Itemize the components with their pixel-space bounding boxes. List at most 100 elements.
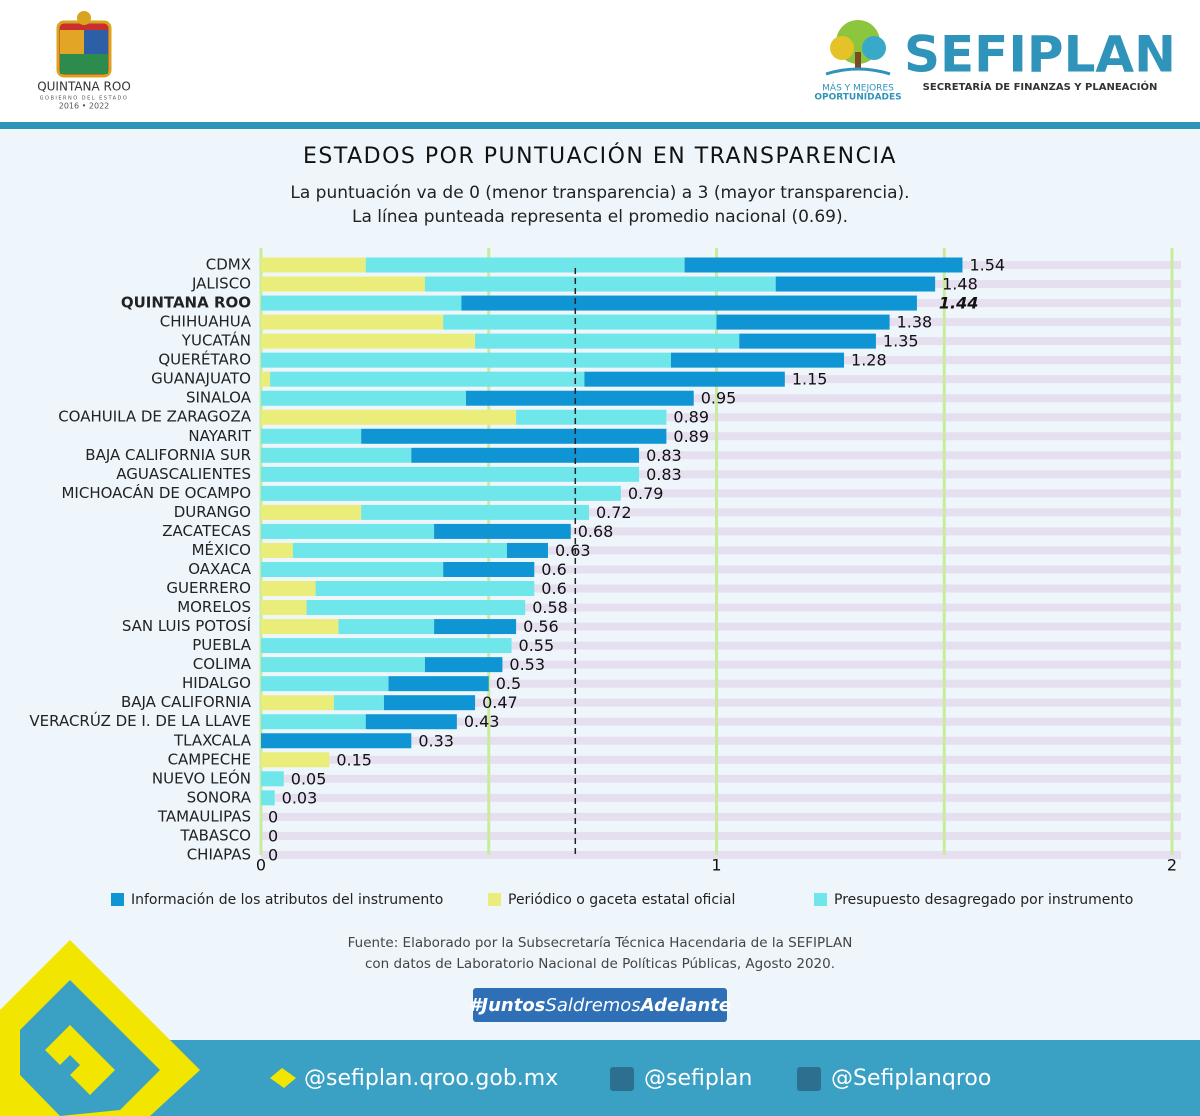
legend-swatch xyxy=(488,893,501,906)
category-label: TAMAULIPAS xyxy=(157,807,251,825)
category-label: TABASCO xyxy=(179,826,251,844)
bar-segment xyxy=(261,695,334,711)
bar-segment xyxy=(443,314,717,330)
x-tick-label: 1 xyxy=(711,856,721,875)
bar-segment xyxy=(292,542,507,558)
total-label: 0.68 xyxy=(578,522,614,541)
bar-segment xyxy=(306,600,526,616)
category-label: JALISCO xyxy=(191,275,251,293)
row-band xyxy=(261,717,1181,726)
total-label: 1.44 xyxy=(939,294,978,313)
hashtag: #JuntosSaldremosAdelante xyxy=(469,995,731,1016)
total-label: 0.05 xyxy=(291,769,327,788)
category-label: HIDALGO xyxy=(182,674,251,692)
bar-segment xyxy=(261,561,444,577)
bar-segment xyxy=(261,714,366,730)
category-label: CHIHUAHUA xyxy=(160,313,252,331)
total-label: 1.28 xyxy=(851,351,887,370)
bar-segment xyxy=(338,619,435,635)
bar-segment xyxy=(333,695,384,711)
bar-segment xyxy=(261,333,476,349)
row-band xyxy=(261,641,1181,650)
legend-swatch xyxy=(814,893,827,906)
state-gov: GOBIERNO DEL ESTADO xyxy=(40,96,129,102)
row-band xyxy=(261,622,1181,631)
category-label: MICHOACÁN DE OCAMPO xyxy=(61,483,251,502)
row-band xyxy=(261,470,1181,479)
category-label: SINALOA xyxy=(186,389,252,407)
bar-segment xyxy=(424,657,503,673)
bar-segment xyxy=(261,657,425,673)
category-label: SAN LUIS POTOSÍ xyxy=(122,616,251,635)
legend-swatch xyxy=(111,893,124,906)
slogan-bottom: OPORTUNIDADES xyxy=(814,93,901,103)
bar-segment xyxy=(261,542,293,558)
bar-segment xyxy=(261,447,412,463)
web[interactable]: @sefiplan.qroo.gob.mx xyxy=(304,1066,558,1091)
bar-segment xyxy=(261,428,362,444)
hashtag-part: #Juntos xyxy=(469,995,546,1016)
category-label: DURANGO xyxy=(174,503,251,521)
row-band xyxy=(261,413,1181,422)
row-band xyxy=(261,546,1181,555)
bar-segment xyxy=(261,581,316,597)
brand: SEFIPLAN xyxy=(904,26,1176,84)
row-band xyxy=(261,850,1181,859)
facebook[interactable]: @sefiplan xyxy=(644,1066,752,1091)
bar-segment xyxy=(434,523,571,539)
footer-band xyxy=(0,1040,1200,1116)
bar-segment xyxy=(739,333,876,349)
bar-segment xyxy=(365,257,685,273)
category-label: VERACRÚZ DE I. DE LA LLAVE xyxy=(29,711,251,730)
hashtag-box xyxy=(473,988,727,1022)
total-label: 0.83 xyxy=(646,446,682,465)
bar-segment xyxy=(516,409,667,425)
bar-segment xyxy=(270,371,585,387)
source: con datos de Laboratorio Nacional de Pol… xyxy=(365,956,835,972)
total-label: 0.33 xyxy=(418,731,454,750)
bar-segment xyxy=(584,371,785,387)
total-label: 0.83 xyxy=(646,465,682,484)
slogan-top: MÁS Y MEJORES xyxy=(822,82,894,94)
bar-segment xyxy=(434,619,517,635)
category-label: YUCATÁN xyxy=(181,331,251,350)
tree-logo xyxy=(825,20,891,76)
total-label: 0.63 xyxy=(555,541,591,560)
hashtag-part: Saldremos xyxy=(545,995,640,1016)
legend-label: Presupuesto desagregado por instrumento xyxy=(834,892,1133,908)
category-label: MÉXICO xyxy=(192,540,251,559)
twitter[interactable]: @Sefiplanqroo xyxy=(831,1066,991,1091)
total-label: 0.89 xyxy=(673,408,709,427)
category-label: PUEBLA xyxy=(192,636,251,654)
row-band xyxy=(261,565,1181,574)
row-band xyxy=(261,679,1181,688)
row-band xyxy=(261,698,1181,707)
chart-title: ESTADOS POR PUNTUACIÓN EN TRANSPARENCIA xyxy=(303,143,897,169)
row-band xyxy=(261,755,1181,764)
category-label: CAMPECHE xyxy=(168,750,251,768)
total-label: 0.56 xyxy=(523,617,559,636)
row-band xyxy=(261,394,1181,403)
state-period: 2016 • 2022 xyxy=(59,102,110,111)
total-label: 0.79 xyxy=(628,484,664,503)
brand-subtitle: SECRETARÍA DE FINANZAS Y PLANEACIÓN xyxy=(923,80,1158,93)
total-label: 0 xyxy=(268,807,278,826)
total-label: 0.72 xyxy=(596,503,632,522)
bar-segment xyxy=(383,695,476,711)
bar-segment xyxy=(261,314,444,330)
total-label: 0.5 xyxy=(496,674,521,693)
total-label: 0.55 xyxy=(519,636,555,655)
decor-shape xyxy=(0,940,200,1116)
total-label: 1.15 xyxy=(792,370,828,389)
header xyxy=(0,0,1200,122)
row-band xyxy=(261,489,1181,498)
bar-segment xyxy=(261,790,275,806)
state-logo xyxy=(56,11,112,78)
category-label: QUERÉTARO xyxy=(158,350,251,369)
bar-segment xyxy=(775,276,936,292)
total-label: 0.6 xyxy=(541,560,566,579)
total-label: 1.35 xyxy=(883,332,919,351)
row-band xyxy=(261,831,1181,840)
bar-segment xyxy=(684,257,963,273)
